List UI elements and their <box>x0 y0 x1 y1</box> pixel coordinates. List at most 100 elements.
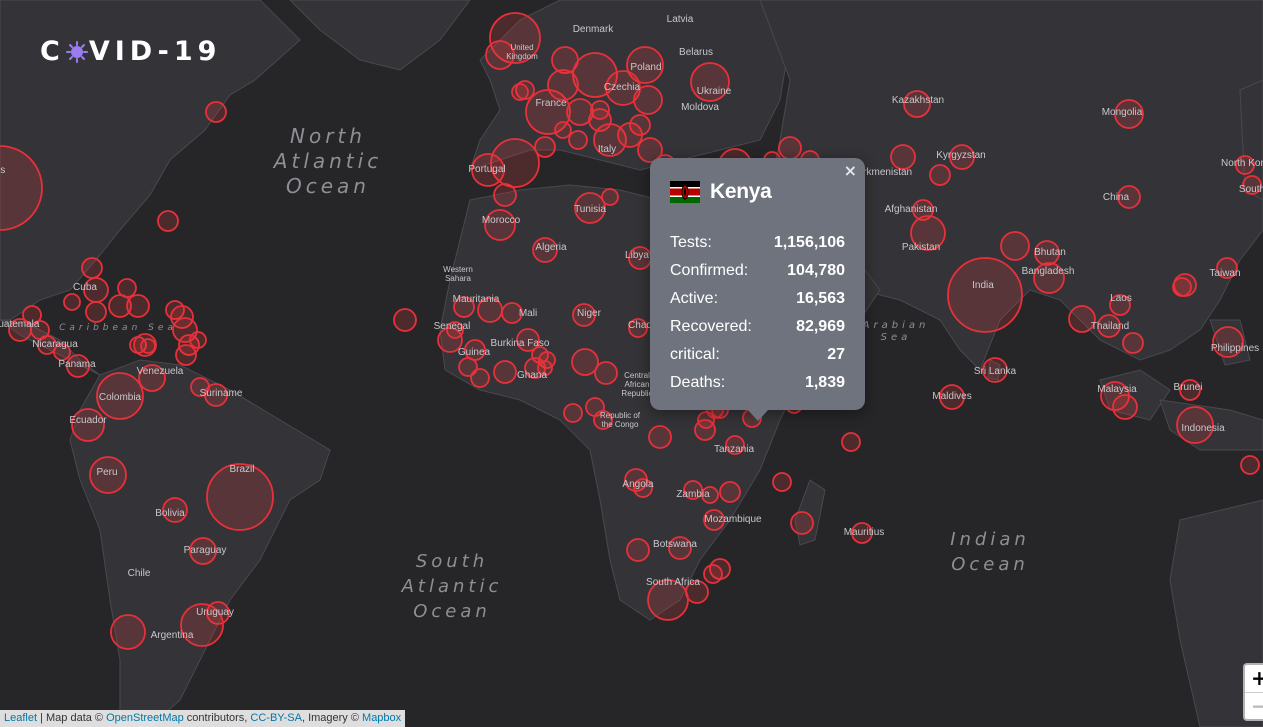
case-bubble[interactable] <box>912 199 934 221</box>
case-bubble[interactable] <box>683 480 703 500</box>
case-bubble[interactable] <box>189 331 207 349</box>
case-bubble[interactable] <box>81 257 103 279</box>
case-bubble[interactable] <box>903 90 931 118</box>
case-bubble[interactable] <box>929 164 951 186</box>
case-bubble[interactable] <box>180 603 224 647</box>
case-bubble[interactable] <box>66 354 90 378</box>
case-bubble[interactable] <box>690 62 730 102</box>
case-bubble[interactable] <box>628 318 648 338</box>
case-bubble[interactable] <box>162 497 188 523</box>
case-bubble[interactable] <box>89 456 127 494</box>
case-bubble[interactable] <box>1235 155 1255 175</box>
case-bubble[interactable] <box>1242 175 1262 195</box>
case-bubble[interactable] <box>1117 185 1141 209</box>
case-bubble[interactable] <box>703 509 725 531</box>
case-bubble[interactable] <box>647 579 689 621</box>
case-bubble[interactable] <box>982 357 1008 383</box>
case-bubble[interactable] <box>138 364 166 392</box>
case-bubble[interactable] <box>53 343 71 361</box>
case-bubble[interactable] <box>493 183 517 207</box>
case-bubble[interactable] <box>637 137 663 163</box>
case-bubble[interactable] <box>554 121 572 139</box>
case-bubble[interactable] <box>547 69 579 101</box>
case-bubble[interactable] <box>1068 305 1096 333</box>
case-bubble[interactable] <box>71 408 105 442</box>
case-bubble[interactable] <box>568 130 588 150</box>
case-bubble[interactable] <box>668 536 692 560</box>
case-bubble[interactable] <box>126 294 150 318</box>
case-bubble[interactable] <box>626 538 650 562</box>
case-bubble[interactable] <box>778 136 802 160</box>
case-bubble[interactable] <box>1122 332 1144 354</box>
case-bubble[interactable] <box>910 215 946 251</box>
case-bubble[interactable] <box>725 435 745 455</box>
case-bubble[interactable] <box>453 296 475 318</box>
case-bubble[interactable] <box>629 114 651 136</box>
case-bubble[interactable] <box>648 425 672 449</box>
case-bubble[interactable] <box>1179 379 1201 401</box>
case-bubble[interactable] <box>939 384 965 410</box>
zoom-in-button[interactable]: + <box>1245 665 1263 692</box>
case-bubble[interactable] <box>108 294 132 318</box>
case-bubble[interactable] <box>501 302 523 324</box>
case-bubble[interactable] <box>471 153 505 187</box>
case-bubble[interactable] <box>574 192 606 224</box>
case-bubble[interactable] <box>701 486 719 504</box>
case-bubble[interactable] <box>157 210 179 232</box>
case-bubble[interactable] <box>1176 406 1214 444</box>
case-bubble[interactable] <box>37 335 57 355</box>
osm-link[interactable]: OpenStreetMap <box>106 712 184 724</box>
case-bubble[interactable] <box>594 361 618 385</box>
case-bubble[interactable] <box>393 308 417 332</box>
case-bubble[interactable] <box>571 348 599 376</box>
mapbox-link[interactable]: Mapbox <box>362 712 402 724</box>
case-bubble[interactable] <box>790 511 814 535</box>
case-bubble[interactable] <box>0 145 43 231</box>
case-bubble[interactable] <box>205 101 227 123</box>
license-link[interactable]: CC-BY-SA <box>250 712 302 724</box>
case-bubble[interactable] <box>1097 314 1121 338</box>
case-bubble[interactable] <box>841 432 861 452</box>
case-bubble[interactable] <box>470 368 490 388</box>
case-bubble[interactable] <box>593 410 613 430</box>
case-bubble[interactable] <box>1034 240 1060 266</box>
zoom-out-button[interactable]: − <box>1245 692 1263 719</box>
case-bubble[interactable] <box>110 614 146 650</box>
case-bubble[interactable] <box>484 209 516 241</box>
case-bubble[interactable] <box>189 537 217 565</box>
case-bubble[interactable] <box>703 564 723 584</box>
case-bubble[interactable] <box>516 328 540 352</box>
case-bubble[interactable] <box>437 327 463 353</box>
case-bubble[interactable] <box>63 293 81 311</box>
case-bubble[interactable] <box>537 360 553 376</box>
case-bubble[interactable] <box>947 257 1023 333</box>
case-bubble[interactable] <box>772 472 792 492</box>
case-bubble[interactable] <box>590 100 610 120</box>
case-bubble[interactable] <box>493 360 517 384</box>
case-bubble[interactable] <box>1112 394 1138 420</box>
case-bubble[interactable] <box>140 338 156 354</box>
case-bubble[interactable] <box>851 522 873 544</box>
case-bubble[interactable] <box>1033 262 1065 294</box>
case-bubble[interactable] <box>572 303 596 327</box>
case-bubble[interactable] <box>1216 257 1238 279</box>
case-bubble[interactable] <box>175 344 197 366</box>
case-bubble[interactable] <box>511 83 529 101</box>
case-bubble[interactable] <box>22 305 42 325</box>
case-bubble[interactable] <box>458 357 478 377</box>
case-bubble[interactable] <box>890 144 916 170</box>
case-bubble[interactable] <box>534 136 556 158</box>
case-bubble[interactable] <box>1212 326 1244 358</box>
case-bubble[interactable] <box>626 46 664 84</box>
case-bubble[interactable] <box>85 301 107 323</box>
case-bubble[interactable] <box>96 372 144 420</box>
case-bubble[interactable] <box>601 188 619 206</box>
case-bubble[interactable] <box>1114 99 1144 129</box>
case-bubble[interactable] <box>532 237 558 263</box>
case-bubble[interactable] <box>204 383 228 407</box>
case-bubble[interactable] <box>1172 277 1192 297</box>
case-bubble[interactable] <box>1000 231 1030 261</box>
case-bubble[interactable] <box>485 40 515 70</box>
case-bubble[interactable] <box>719 481 741 503</box>
